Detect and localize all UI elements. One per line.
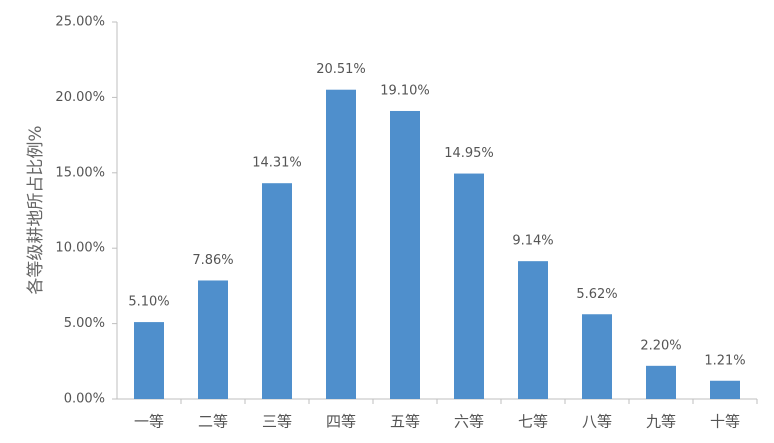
bar bbox=[262, 183, 292, 399]
x-tick-label: 五等 bbox=[390, 413, 420, 431]
data-label: 20.51% bbox=[316, 62, 366, 77]
y-axis-title: 各等级耕地所占比例% bbox=[26, 125, 46, 294]
x-tick-label: 八等 bbox=[582, 413, 612, 431]
data-label: 19.10% bbox=[380, 83, 430, 98]
bar bbox=[198, 280, 228, 399]
data-label: 1.21% bbox=[704, 353, 745, 368]
y-tick-label: 10.00% bbox=[55, 241, 105, 256]
data-label: 14.95% bbox=[444, 146, 494, 161]
data-label: 5.62% bbox=[576, 287, 617, 302]
y-tick-label: 5.00% bbox=[64, 316, 105, 331]
x-tick-label: 四等 bbox=[326, 413, 356, 431]
data-label: 5.10% bbox=[128, 295, 169, 310]
data-label: 2.20% bbox=[640, 338, 681, 353]
y-tick-label: 0.00% bbox=[64, 392, 105, 407]
bar bbox=[518, 261, 548, 399]
x-tick-label: 七等 bbox=[518, 413, 548, 431]
x-tick-label: 九等 bbox=[646, 413, 676, 431]
y-tick-label: 20.00% bbox=[55, 90, 105, 105]
data-label: 7.86% bbox=[192, 253, 233, 268]
data-label: 14.31% bbox=[252, 156, 302, 171]
bar bbox=[390, 110, 420, 400]
x-tick-label: 十等 bbox=[710, 413, 740, 431]
bar bbox=[582, 314, 612, 399]
x-tick-label: 二等 bbox=[198, 413, 228, 431]
bar bbox=[710, 380, 740, 399]
data-label: 9.14% bbox=[512, 234, 553, 249]
y-tick-label: 15.00% bbox=[55, 165, 105, 180]
bar bbox=[646, 365, 676, 399]
x-tick-label: 一等 bbox=[134, 413, 164, 431]
bar bbox=[134, 322, 164, 399]
x-tick-label: 三等 bbox=[262, 413, 292, 431]
bar bbox=[454, 173, 484, 399]
bar bbox=[326, 89, 356, 399]
y-tick-label: 25.00% bbox=[55, 15, 105, 30]
x-tick-label: 六等 bbox=[454, 413, 484, 431]
